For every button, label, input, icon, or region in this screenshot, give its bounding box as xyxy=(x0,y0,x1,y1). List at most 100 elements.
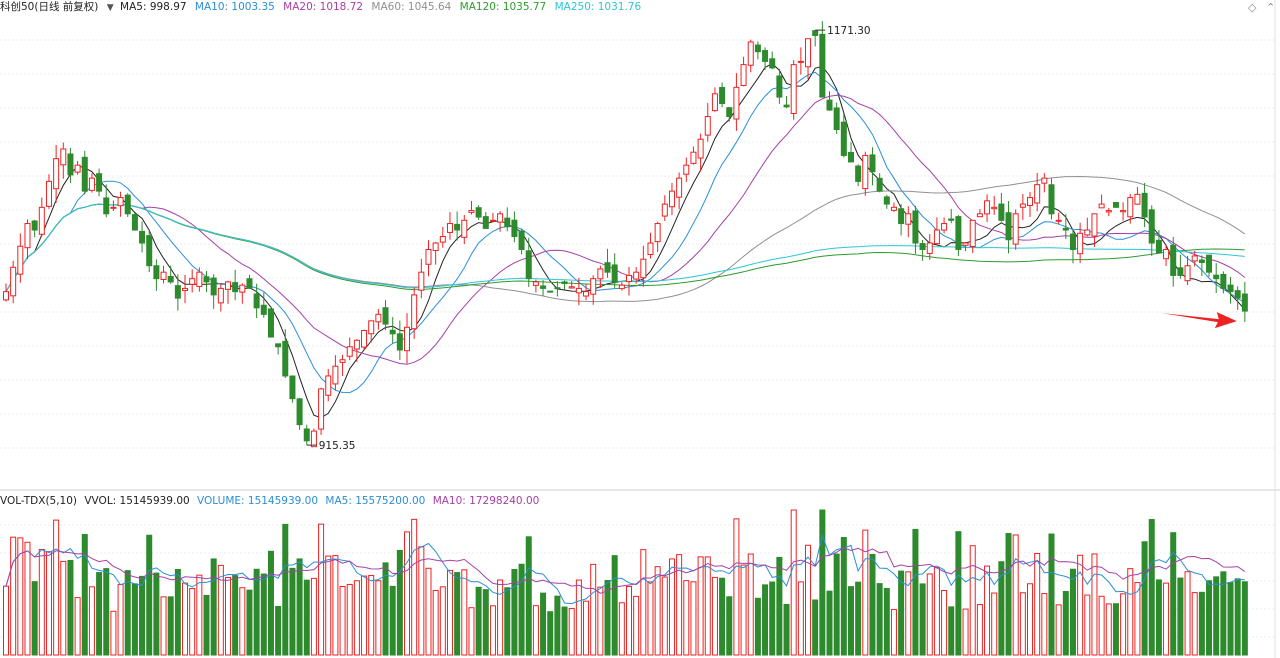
candle-body xyxy=(1155,239,1162,254)
candle-body xyxy=(425,248,432,265)
candle-body xyxy=(318,388,325,430)
volume-bar xyxy=(1198,591,1205,656)
volume-value: VOLUME: 15145939.00 xyxy=(197,495,319,507)
ma120-label: MA120: 1035.77 xyxy=(459,1,547,13)
volume-bar xyxy=(926,573,933,656)
candle-body xyxy=(246,278,253,289)
candle-body xyxy=(740,64,747,86)
collapse-icon[interactable]: ▼ xyxy=(106,3,114,13)
candle-body xyxy=(776,75,783,98)
volume-bar xyxy=(976,604,983,656)
candle-body xyxy=(575,287,582,294)
candle-body xyxy=(232,282,239,293)
candle-body xyxy=(10,266,17,297)
volume-bar xyxy=(153,572,160,656)
candle-body xyxy=(704,116,711,136)
volume-bar xyxy=(740,564,747,656)
candle-body xyxy=(389,329,396,335)
candle-body xyxy=(747,41,754,66)
candle-body xyxy=(1105,210,1112,213)
candle-body xyxy=(1184,265,1191,282)
candle-body xyxy=(862,154,869,190)
candle-body xyxy=(869,154,876,173)
candle-body xyxy=(919,243,926,250)
candle-body xyxy=(625,274,633,283)
volume-bar xyxy=(303,579,310,656)
candle-body xyxy=(618,284,625,290)
candle-body xyxy=(948,218,955,221)
candle-body xyxy=(683,164,690,175)
volume-bar xyxy=(110,610,117,656)
volume-ma10-value: MA10: 17298240.00 xyxy=(432,495,540,507)
candle-body xyxy=(611,264,618,283)
candle-body xyxy=(518,230,525,250)
volume-bar xyxy=(67,559,74,656)
candle-body xyxy=(196,271,203,287)
volume-bar xyxy=(239,587,246,656)
volume-bar xyxy=(96,572,103,656)
candle-body xyxy=(110,206,117,209)
candle-body xyxy=(475,207,482,218)
volume-bar xyxy=(654,566,661,656)
volume-bar xyxy=(454,572,461,656)
volume-bar xyxy=(1220,571,1227,656)
volume-bar xyxy=(1141,541,1148,656)
candle-body xyxy=(1034,184,1041,204)
scroll-handle-icon[interactable]: ⌃ xyxy=(1266,1,1276,14)
volume-bar xyxy=(461,569,468,656)
candle-body xyxy=(303,428,310,442)
volume-bar xyxy=(762,584,769,656)
volume-bar xyxy=(368,574,375,656)
volume-bar xyxy=(912,528,919,656)
volume-bar xyxy=(375,580,382,656)
volume-bar xyxy=(933,567,940,656)
volume-bar xyxy=(776,556,783,656)
candle-body xyxy=(103,197,110,215)
volume-bar xyxy=(38,548,45,656)
volume-bar xyxy=(711,576,718,656)
ma10-line xyxy=(5,71,1246,394)
volume-bar xyxy=(217,564,224,656)
vvol-value: VVOL: 15145939.00 xyxy=(84,495,190,507)
candle-body xyxy=(1112,201,1119,208)
candle-body xyxy=(1241,293,1248,312)
diamond-icon[interactable]: ◇ xyxy=(1248,1,1257,14)
candle-body xyxy=(532,281,539,286)
high-label: 1171.30 xyxy=(827,25,870,37)
volume-bar xyxy=(984,565,991,656)
ma10-label: MA10: 1003.35 xyxy=(194,1,275,13)
volume-bar xyxy=(81,534,88,656)
volume-indicator-title: VOL-TDX(5,10) xyxy=(0,495,78,507)
candle-body xyxy=(998,203,1005,221)
candle-body xyxy=(454,223,461,231)
volume-bar xyxy=(2,585,10,656)
arrow-annotation xyxy=(1161,312,1237,329)
candle-body xyxy=(726,107,733,118)
volume-bar xyxy=(396,549,403,656)
candle-body xyxy=(797,60,804,63)
candle-body xyxy=(1134,193,1141,205)
volume-bar xyxy=(10,536,17,656)
volume-bar xyxy=(790,509,797,656)
volume-bar xyxy=(446,569,453,656)
volume-bar xyxy=(1069,568,1076,656)
volume-bar xyxy=(203,594,210,656)
candle-body xyxy=(847,151,854,163)
volume-bar xyxy=(1163,582,1170,656)
candle-body xyxy=(418,271,425,291)
volume-bar xyxy=(1206,580,1213,656)
volume-bar xyxy=(1105,603,1112,656)
volume-bar xyxy=(726,596,733,656)
volume-bar xyxy=(833,553,840,656)
volume-bar xyxy=(819,509,826,656)
candle-body xyxy=(511,219,518,238)
candle-body xyxy=(733,86,740,120)
candle-body xyxy=(1213,274,1220,280)
candle-body xyxy=(991,206,998,210)
volume-bar xyxy=(310,577,317,656)
candle-body xyxy=(754,44,761,53)
candle-body xyxy=(855,165,862,182)
candle-body xyxy=(1127,197,1134,218)
volume-bar xyxy=(747,553,754,656)
